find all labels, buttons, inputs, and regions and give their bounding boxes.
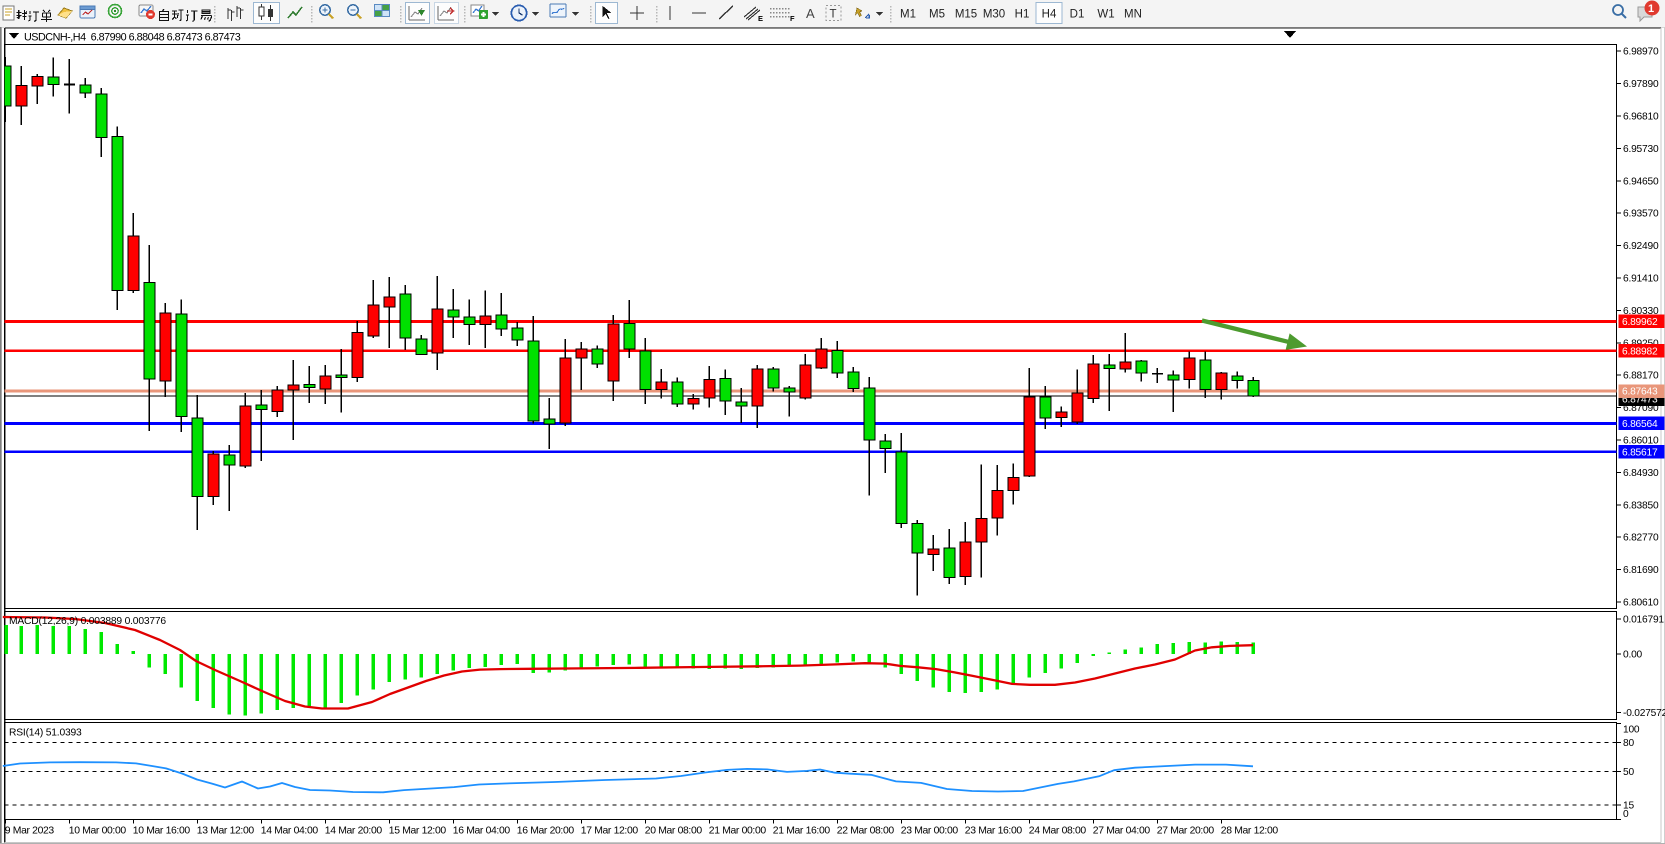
svg-text:E: E: [758, 14, 763, 23]
svg-text:10 Mar 00:00: 10 Mar 00:00: [69, 826, 127, 837]
svg-text:6.82770: 6.82770: [1623, 533, 1659, 544]
svg-text:USDCNH-,H4 6.87990 6.88048 6.: USDCNH-,H4 6.87990 6.88048 6.87473 6.874…: [24, 32, 241, 44]
svg-text:0.00: 0.00: [1623, 649, 1643, 660]
svg-text:6.98970: 6.98970: [1623, 47, 1659, 58]
svg-text:6.90330: 6.90330: [1623, 306, 1659, 317]
svg-text:80: 80: [1623, 738, 1634, 749]
svg-text:M15: M15: [955, 9, 977, 21]
svg-text:0: 0: [1623, 809, 1629, 820]
svg-text:14 Mar 20:00: 14 Mar 20:00: [325, 826, 383, 837]
svg-text:W1: W1: [1097, 9, 1114, 21]
svg-text:1: 1: [1648, 3, 1654, 15]
svg-text:6.84930: 6.84930: [1623, 468, 1659, 479]
svg-text:MACD(12,26,9) 0.003889 0.00377: MACD(12,26,9) 0.003889 0.003776: [9, 616, 166, 627]
svg-text:6.94650: 6.94650: [1623, 176, 1659, 187]
svg-text:H4: H4: [1042, 9, 1057, 21]
svg-text:6.96810: 6.96810: [1623, 112, 1659, 123]
svg-text:13 Mar 12:00: 13 Mar 12:00: [197, 826, 255, 837]
svg-text:6.87090: 6.87090: [1623, 403, 1659, 414]
svg-text:A: A: [806, 6, 815, 21]
svg-text:6.95730: 6.95730: [1623, 144, 1659, 155]
svg-text:M30: M30: [983, 9, 1005, 21]
svg-text:24 Mar 08:00: 24 Mar 08:00: [1029, 826, 1087, 837]
svg-text:15: 15: [1623, 801, 1634, 812]
svg-text:D1: D1: [1070, 9, 1085, 21]
svg-text:15 Mar 12:00: 15 Mar 12:00: [389, 826, 447, 837]
svg-text:27 Mar 20:00: 27 Mar 20:00: [1157, 826, 1215, 837]
svg-text:23 Mar 16:00: 23 Mar 16:00: [965, 826, 1023, 837]
svg-text:6.80610: 6.80610: [1623, 598, 1659, 609]
svg-text:6.93570: 6.93570: [1623, 209, 1659, 220]
svg-text:21 Mar 16:00: 21 Mar 16:00: [773, 826, 831, 837]
svg-text:17 Mar 12:00: 17 Mar 12:00: [581, 826, 639, 837]
svg-text:28 Mar 12:00: 28 Mar 12:00: [1221, 826, 1279, 837]
svg-text:6.89250: 6.89250: [1623, 338, 1659, 349]
svg-text:0.016791: 0.016791: [1623, 614, 1664, 625]
svg-text:6.81690: 6.81690: [1623, 565, 1659, 576]
svg-text:M1: M1: [900, 9, 916, 21]
svg-text:10 Mar 16:00: 10 Mar 16:00: [133, 826, 191, 837]
svg-text:6.91410: 6.91410: [1623, 274, 1659, 285]
svg-text:6.83850: 6.83850: [1623, 500, 1659, 511]
svg-text:6.92490: 6.92490: [1623, 241, 1659, 252]
svg-text:100: 100: [1623, 725, 1640, 736]
svg-text:T: T: [830, 9, 837, 21]
svg-text:14 Mar 04:00: 14 Mar 04:00: [261, 826, 319, 837]
svg-text:6.89962: 6.89962: [1622, 317, 1658, 328]
svg-text:6.86010: 6.86010: [1623, 436, 1659, 447]
svg-text:F: F: [790, 14, 795, 23]
svg-text:6.86564: 6.86564: [1622, 419, 1658, 430]
svg-text:9 Mar 2023: 9 Mar 2023: [5, 826, 55, 837]
svg-text:6.88982: 6.88982: [1622, 346, 1658, 357]
svg-text:6.88170: 6.88170: [1623, 371, 1659, 382]
svg-text:50: 50: [1623, 767, 1634, 778]
svg-text:16 Mar 04:00: 16 Mar 04:00: [453, 826, 511, 837]
svg-text:6.97890: 6.97890: [1623, 79, 1659, 90]
svg-text:6.87643: 6.87643: [1622, 387, 1658, 398]
svg-text:21 Mar 00:00: 21 Mar 00:00: [709, 826, 767, 837]
svg-text:6.85617: 6.85617: [1622, 447, 1658, 458]
svg-text:23 Mar 00:00: 23 Mar 00:00: [901, 826, 959, 837]
svg-text:20 Mar 08:00: 20 Mar 08:00: [645, 826, 703, 837]
svg-text:6.87473: 6.87473: [1622, 395, 1658, 406]
svg-text:16 Mar 20:00: 16 Mar 20:00: [517, 826, 575, 837]
svg-text:H1: H1: [1015, 9, 1030, 21]
svg-text:22 Mar 08:00: 22 Mar 08:00: [837, 826, 895, 837]
svg-text:M5: M5: [929, 9, 945, 21]
svg-text:-0.027572: -0.027572: [1623, 708, 1665, 719]
svg-text:RSI(14) 51.0393: RSI(14) 51.0393: [9, 728, 82, 739]
svg-text:27 Mar 04:00: 27 Mar 04:00: [1093, 826, 1151, 837]
svg-text:MN: MN: [1124, 9, 1142, 21]
